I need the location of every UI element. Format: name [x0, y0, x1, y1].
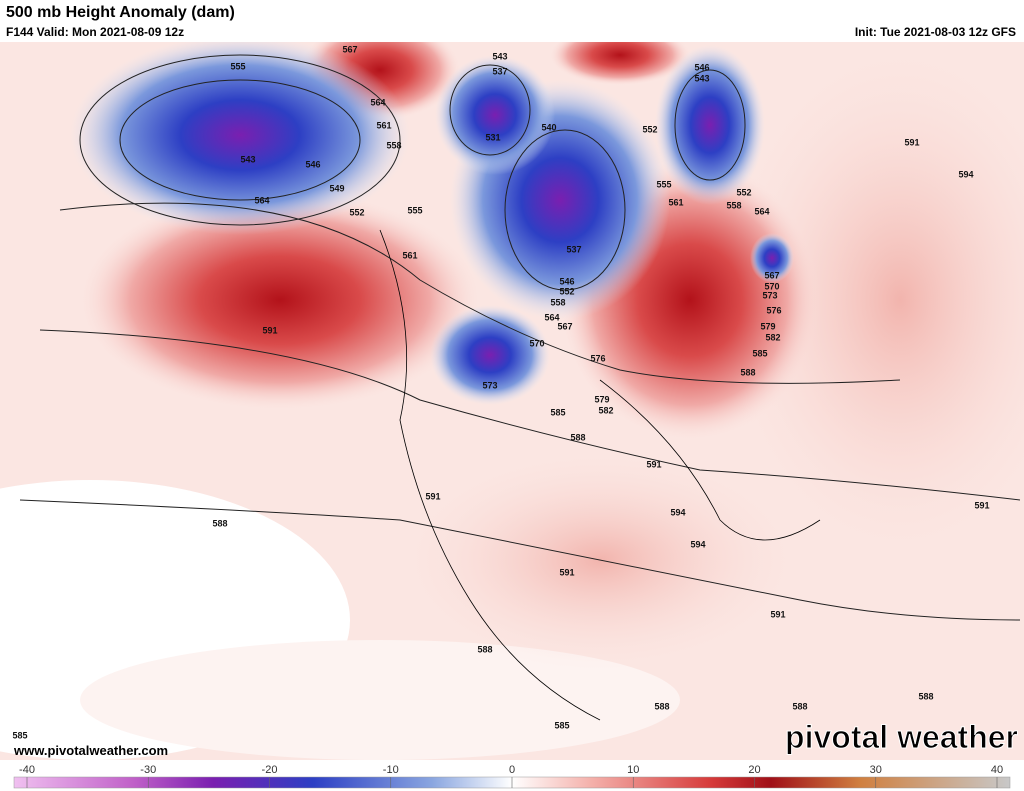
website: www.pivotalweather.com — [13, 743, 168, 758]
contour-label: 588 — [477, 644, 492, 654]
title: 500 mb Height Anomaly (dam) — [6, 4, 235, 21]
header-bar — [0, 0, 1024, 42]
contour-label: 543 — [240, 154, 255, 164]
contour-label: 564 — [370, 97, 385, 107]
contour-label: 573 — [482, 380, 497, 390]
contour-label: 576 — [590, 353, 605, 363]
trough — [430, 305, 550, 405]
contour-label: 585 — [550, 407, 565, 417]
contour-label: 543 — [492, 51, 507, 61]
colorbar-tick-label: -40 — [19, 764, 35, 776]
contour-label: 588 — [918, 691, 933, 701]
contour-label: 588 — [792, 701, 807, 711]
contour-label: 570 — [764, 281, 779, 291]
contour-label: 564 — [754, 206, 769, 216]
contour-label: 546 — [694, 62, 709, 72]
colorbar-tick-label: 0 — [509, 764, 515, 776]
contour-label: 552 — [349, 207, 364, 217]
contour-label: 558 — [550, 297, 565, 307]
colorbar-tick-label: -20 — [262, 764, 278, 776]
contour-label: 567 — [557, 321, 572, 331]
contour-label: 558 — [726, 200, 741, 210]
contour-label: 567 — [764, 270, 779, 280]
contour-label: 531 — [485, 132, 500, 142]
contour-label: 579 — [594, 394, 609, 404]
contour-label: 555 — [230, 61, 245, 71]
contour-label: 546 — [559, 276, 574, 286]
contour-label: 552 — [559, 286, 574, 296]
contour-label: 591 — [425, 491, 440, 501]
contour-label: 591 — [904, 137, 919, 147]
brand: pivotal weather — [785, 719, 1018, 755]
contour-label: 594 — [958, 169, 973, 179]
contour-label: 582 — [598, 405, 613, 415]
colorbar-tick-label: 10 — [627, 764, 639, 776]
anomaly-area — [720, 40, 1024, 560]
init-time: Init: Tue 2021-08-03 12z GFS — [855, 25, 1016, 39]
colorbar-tick-label: 20 — [748, 764, 760, 776]
colorbar-tick-label: 40 — [991, 764, 1003, 776]
colorbar-tick-label: -30 — [140, 764, 156, 776]
contour-label: 540 — [541, 122, 556, 132]
contour-label: 588 — [654, 701, 669, 711]
contour-label: 576 — [766, 305, 781, 315]
trough — [655, 45, 765, 205]
contour-label: 588 — [740, 367, 755, 377]
contour-label: 561 — [402, 250, 417, 260]
contour-label: 555 — [656, 179, 671, 189]
contour-label: 564 — [544, 312, 559, 322]
contour-label: 594 — [690, 539, 705, 549]
contour-label: 585 — [554, 720, 569, 730]
contour-label: 588 — [212, 518, 227, 528]
ridge — [80, 190, 480, 410]
neutral-area — [80, 640, 680, 760]
height-contours — [19, 54, 1021, 621]
contour-label: 555 — [407, 205, 422, 215]
trough — [70, 35, 410, 235]
contour-label: 591 — [262, 325, 277, 335]
contour-label: 585 — [752, 348, 767, 358]
contour-label: 558 — [386, 140, 401, 150]
contour-label: 579 — [760, 321, 775, 331]
contour-label: 588 — [570, 432, 585, 442]
coastlines — [379, 229, 821, 721]
contour-label: 591 — [559, 567, 574, 577]
contour-label: 594 — [670, 507, 685, 517]
contour-label: 543 — [694, 73, 709, 83]
contour-label: 582 — [765, 332, 780, 342]
contour-label: 567 — [342, 44, 357, 54]
contour-label: 561 — [668, 197, 683, 207]
contour-label: 564 — [254, 195, 269, 205]
contour-label: 537 — [566, 244, 581, 254]
contour-label: 591 — [770, 609, 785, 619]
contour-label: 585 — [12, 730, 27, 740]
contour-label: 591 — [646, 459, 661, 469]
contour-label: 549 — [329, 183, 344, 193]
contour-label: 561 — [376, 120, 391, 130]
contour-label: 591 — [974, 500, 989, 510]
contour-label: 537 — [492, 66, 507, 76]
contour-label: 552 — [642, 124, 657, 134]
colorbar-tick-label: -10 — [383, 764, 399, 776]
contour-label: 546 — [305, 159, 320, 169]
contour-label: 573 — [762, 290, 777, 300]
valid-time: F144 Valid: Mon 2021-08-09 12z — [6, 25, 184, 39]
colorbar-tick-label: 30 — [870, 764, 882, 776]
contour-label: 570 — [529, 338, 544, 348]
contour-label: 552 — [736, 187, 751, 197]
trough — [750, 233, 794, 283]
